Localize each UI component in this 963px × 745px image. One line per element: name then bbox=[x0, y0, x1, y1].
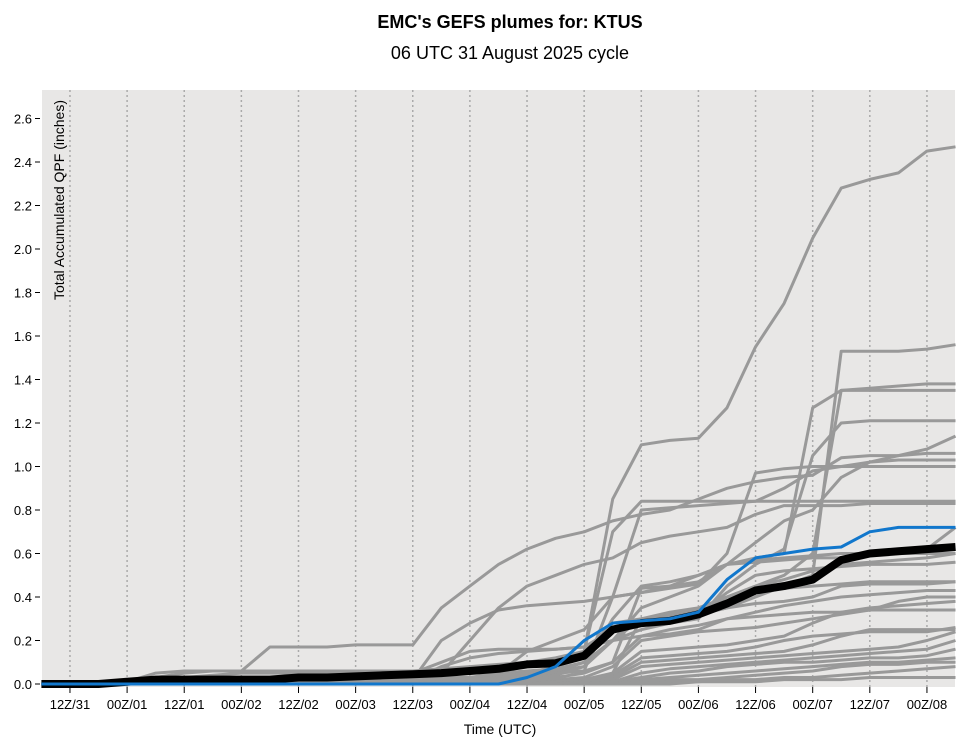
x-tick-label: 00Z/02 bbox=[221, 697, 261, 712]
x-tick-label: 00Z/07 bbox=[792, 697, 832, 712]
y-tick-label: 0.4 bbox=[14, 590, 32, 605]
x-tick-label: 00Z/06 bbox=[678, 697, 718, 712]
y-tick-label: 2.4 bbox=[14, 155, 32, 170]
y-tick-label: 2.2 bbox=[14, 199, 32, 214]
ensemble-mean-line bbox=[41, 543, 956, 688]
x-tick-label: 12Z/06 bbox=[735, 697, 775, 712]
x-tick-label: 12Z/01 bbox=[164, 697, 204, 712]
x-tick-label: 00Z/08 bbox=[907, 697, 947, 712]
y-tick-label: 1.4 bbox=[14, 373, 32, 388]
x-tick-label: 12Z/02 bbox=[278, 697, 318, 712]
x-tick-label: 12Z/04 bbox=[507, 697, 547, 712]
y-tick-label: 0.0 bbox=[14, 677, 32, 692]
y-tick-label: 1.6 bbox=[14, 329, 32, 344]
x-tick-label: 12Z/03 bbox=[393, 697, 433, 712]
x-axis-label: Time (UTC) bbox=[464, 721, 537, 737]
y-tick-label: 2.0 bbox=[14, 242, 32, 257]
chart-title: EMC's GEFS plumes for: KTUS bbox=[377, 12, 643, 32]
y-tick-label: 0.2 bbox=[14, 634, 32, 649]
y-tick-label: 1.8 bbox=[14, 286, 32, 301]
y-tick-label: 1.2 bbox=[14, 416, 32, 431]
x-tick-label: 12Z/05 bbox=[621, 697, 661, 712]
control-line bbox=[41, 525, 956, 686]
x-tick-label: 12Z/07 bbox=[850, 697, 890, 712]
y-tick-label: 0.6 bbox=[14, 547, 32, 562]
x-tick-label: 00Z/01 bbox=[107, 697, 147, 712]
chart-subtitle: 06 UTC 31 August 2025 cycle bbox=[390, 43, 630, 63]
plot-background bbox=[42, 90, 955, 687]
y-axis-label: Total Accumulated QPF (inches) bbox=[51, 100, 67, 300]
y-tick-label: 1.0 bbox=[14, 460, 32, 475]
x-tick-label: 00Z/05 bbox=[564, 697, 604, 712]
x-tick-label: 12Z/31 bbox=[50, 697, 90, 712]
y-tick-label: 0.8 bbox=[14, 503, 32, 518]
y-tick-label: 2.6 bbox=[14, 112, 32, 127]
x-tick-label: 00Z/03 bbox=[335, 697, 375, 712]
x-tick-label: 00Z/04 bbox=[450, 697, 490, 712]
